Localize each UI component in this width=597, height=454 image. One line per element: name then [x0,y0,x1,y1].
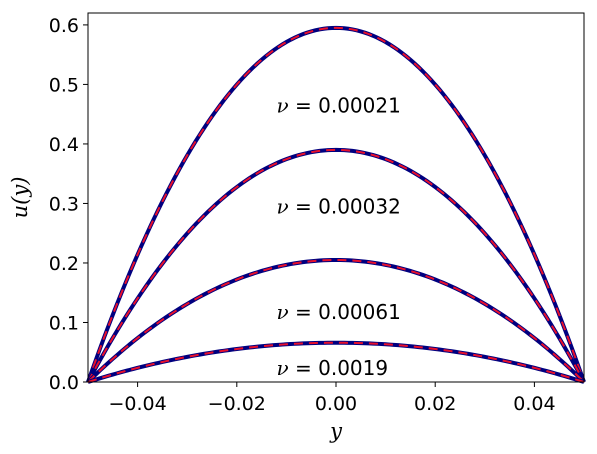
series-dashed-line-2 [87,148,585,383]
y-tick-label: 0.1 [49,312,79,334]
annotation-value: 0.00032 [318,195,401,219]
annotation-label: ν = 0.00021 [276,93,400,117]
annotation-symbol: ν [276,300,288,324]
annotation-symbol: ν [276,356,288,380]
annotation-equals: = [289,195,318,219]
series-dashed-line-3 [87,258,585,383]
annotation-value: 0.00021 [318,93,401,117]
series-line-4 [87,340,585,384]
x-tick-label: 0.02 [414,393,456,415]
y-tick-label: 0.2 [49,253,79,275]
annotation-equals: = [289,300,318,324]
y-tick-label: 0.0 [49,372,79,394]
annotation-equals: = [289,356,318,380]
x-axis: −0.04 −0.02 0.00 0.02 0.04 [108,382,556,415]
y-tick-label: 0.5 [49,74,79,96]
series-line-2 [86,147,586,383]
curves-layer [86,25,586,384]
annotation-value: 0.00061 [318,300,401,324]
series-dashed-line-1 [87,26,585,383]
y-tick-label: 0.3 [49,193,79,215]
x-tick-label: 0.00 [315,393,357,415]
y-tick-label: 0.6 [49,15,79,37]
annotation-symbol: ν [276,93,288,117]
x-tick-label: −0.02 [208,393,266,415]
annotation-symbol: ν [276,195,288,219]
x-axis-label: y [329,419,343,443]
annotation-value: 0.0019 [318,356,388,380]
annotation-label: ν = 0.0019 [276,356,388,380]
x-tick-label: −0.04 [108,393,166,415]
y-axis-label: u(y) [8,177,32,219]
y-axis: 0.0 0.1 0.2 0.3 0.4 0.5 0.6 [49,15,88,394]
annotation-equals: = [289,93,318,117]
y-tick-label: 0.4 [49,134,79,156]
annotation-label: ν = 0.00061 [276,300,400,324]
x-tick-label: 0.04 [513,393,555,415]
annotation-label: ν = 0.00032 [276,195,400,219]
